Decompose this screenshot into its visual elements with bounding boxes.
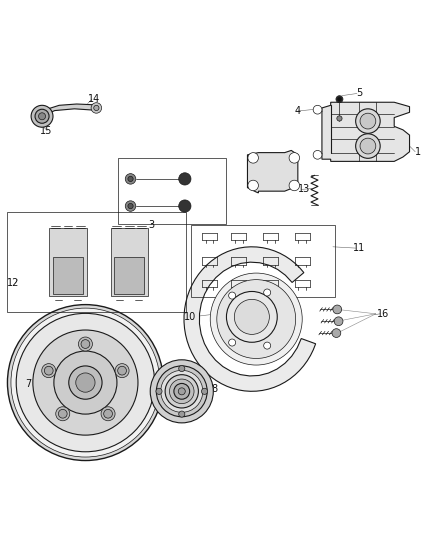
- Circle shape: [333, 305, 342, 314]
- Circle shape: [179, 173, 191, 185]
- Circle shape: [69, 366, 102, 399]
- Circle shape: [161, 370, 203, 413]
- Circle shape: [360, 113, 376, 129]
- Circle shape: [128, 176, 133, 182]
- Circle shape: [179, 411, 185, 417]
- Circle shape: [248, 152, 258, 163]
- Text: 6: 6: [284, 161, 290, 171]
- Polygon shape: [114, 257, 144, 294]
- Circle shape: [179, 366, 185, 372]
- Circle shape: [201, 388, 208, 394]
- Circle shape: [360, 138, 376, 154]
- Text: 1: 1: [415, 147, 421, 157]
- Circle shape: [101, 407, 115, 421]
- Circle shape: [81, 340, 90, 349]
- Circle shape: [156, 388, 162, 394]
- Circle shape: [332, 329, 341, 337]
- Bar: [191, 225, 335, 297]
- Circle shape: [42, 364, 56, 378]
- Circle shape: [174, 383, 190, 399]
- Circle shape: [289, 180, 300, 191]
- Circle shape: [16, 313, 155, 452]
- Polygon shape: [41, 104, 100, 119]
- Circle shape: [334, 317, 343, 326]
- Circle shape: [35, 109, 49, 123]
- Text: 10: 10: [184, 312, 197, 322]
- Circle shape: [289, 152, 300, 163]
- Circle shape: [31, 106, 53, 127]
- Circle shape: [210, 273, 302, 365]
- Circle shape: [178, 388, 185, 395]
- Circle shape: [91, 103, 102, 113]
- Bar: [7, 212, 186, 312]
- Polygon shape: [247, 150, 298, 193]
- Circle shape: [76, 373, 95, 392]
- Text: 13: 13: [298, 184, 311, 195]
- Circle shape: [54, 351, 117, 414]
- Text: 8: 8: [212, 384, 218, 394]
- Circle shape: [179, 200, 191, 212]
- Polygon shape: [53, 257, 83, 294]
- Circle shape: [356, 109, 380, 133]
- Circle shape: [156, 366, 207, 417]
- Text: 16: 16: [377, 309, 389, 319]
- Text: 11: 11: [353, 243, 365, 253]
- Circle shape: [94, 106, 99, 110]
- Circle shape: [313, 106, 322, 114]
- Circle shape: [264, 289, 271, 296]
- Polygon shape: [322, 102, 410, 161]
- Circle shape: [337, 97, 342, 101]
- Text: 14: 14: [88, 94, 100, 104]
- Text: 15: 15: [40, 126, 52, 136]
- Polygon shape: [110, 228, 148, 296]
- Circle shape: [78, 337, 92, 351]
- Circle shape: [125, 201, 136, 211]
- Circle shape: [11, 308, 160, 457]
- Circle shape: [125, 174, 136, 184]
- Circle shape: [264, 342, 271, 349]
- Circle shape: [337, 116, 342, 121]
- Text: 3: 3: [148, 220, 154, 230]
- Circle shape: [356, 134, 380, 158]
- Circle shape: [7, 304, 163, 461]
- Circle shape: [229, 292, 236, 299]
- Circle shape: [56, 407, 70, 421]
- Circle shape: [226, 292, 277, 342]
- Circle shape: [165, 375, 198, 408]
- Text: 9: 9: [181, 406, 187, 416]
- Circle shape: [33, 330, 138, 435]
- Text: 5: 5: [356, 88, 362, 99]
- Circle shape: [39, 113, 46, 120]
- Circle shape: [128, 204, 133, 209]
- Circle shape: [229, 339, 236, 346]
- Circle shape: [118, 366, 127, 375]
- Circle shape: [104, 409, 113, 418]
- Bar: [118, 158, 226, 223]
- Circle shape: [115, 364, 129, 378]
- Circle shape: [234, 300, 269, 334]
- Circle shape: [336, 96, 343, 103]
- Circle shape: [150, 360, 213, 423]
- Polygon shape: [49, 228, 87, 296]
- Circle shape: [58, 409, 67, 418]
- Circle shape: [313, 150, 322, 159]
- Text: 12: 12: [7, 278, 19, 288]
- Polygon shape: [184, 247, 316, 391]
- Circle shape: [170, 379, 194, 403]
- Text: 7: 7: [25, 379, 32, 389]
- Text: 4: 4: [295, 106, 301, 116]
- Circle shape: [44, 366, 53, 375]
- Circle shape: [217, 280, 296, 359]
- Circle shape: [248, 180, 258, 191]
